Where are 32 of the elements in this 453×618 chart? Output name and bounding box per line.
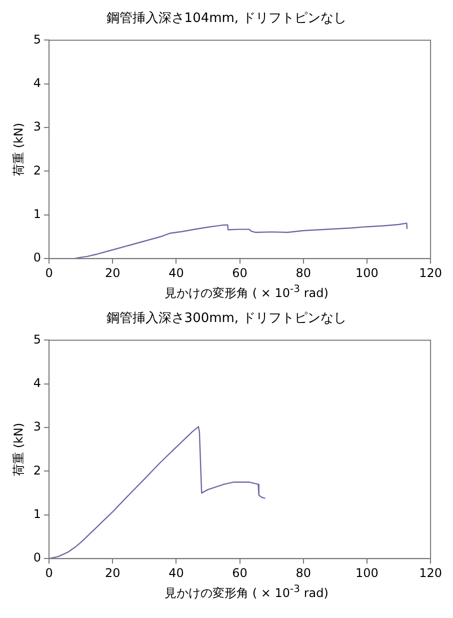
y-tick-label: 0 <box>33 250 42 265</box>
x-tick-label: 20 <box>104 266 120 280</box>
x-tick-label: 0 <box>45 266 53 280</box>
x-tick-label: 60 <box>232 266 248 280</box>
x-tick-label: 40 <box>168 566 184 580</box>
y-axis-title: 荷重 (kN) <box>11 422 26 476</box>
x-tick-label: 40 <box>168 266 184 280</box>
y-tick-label: 3 <box>33 120 42 134</box>
y-tick-label: 2 <box>33 163 42 178</box>
chart-title: 鋼管挿入深さ104mm, ドリフトピンなし <box>105 10 348 28</box>
x-tick-label: 80 <box>296 266 312 280</box>
y-tick-label: 3 <box>33 420 42 434</box>
x-tick-label: 100 <box>356 266 378 280</box>
x-tick-label: 120 <box>419 566 442 580</box>
y-tick-label: 1 <box>33 207 42 222</box>
x-axis-title: 見かけの変形角 ( × 10$^{-3}$ rad) <box>164 584 330 602</box>
y-tick-label: 5 <box>33 32 42 46</box>
y-tick-label: 1 <box>33 507 42 522</box>
y-tick-label: 4 <box>33 76 42 90</box>
x-tick-label: 100 <box>356 566 378 580</box>
x-tick-label: 0 <box>45 566 53 580</box>
chart-title: 鋼管挿入深さ300mm, ドリフトピンなし <box>105 310 348 328</box>
x-axis-title: 見かけの変形角 ( × 10$^{-3}$ rad) <box>164 284 330 302</box>
y-tick-label: 2 <box>33 463 42 478</box>
y-axis-title: 荷重 (kN) <box>11 122 26 176</box>
y-tick-label: 4 <box>33 376 42 390</box>
x-tick-label: 60 <box>232 566 248 580</box>
x-tick-label: 80 <box>296 566 312 580</box>
x-tick-label: 20 <box>104 566 120 580</box>
y-tick-label: 5 <box>33 332 42 346</box>
x-tick-label: 120 <box>419 266 442 280</box>
y-tick-label: 0 <box>33 550 42 565</box>
